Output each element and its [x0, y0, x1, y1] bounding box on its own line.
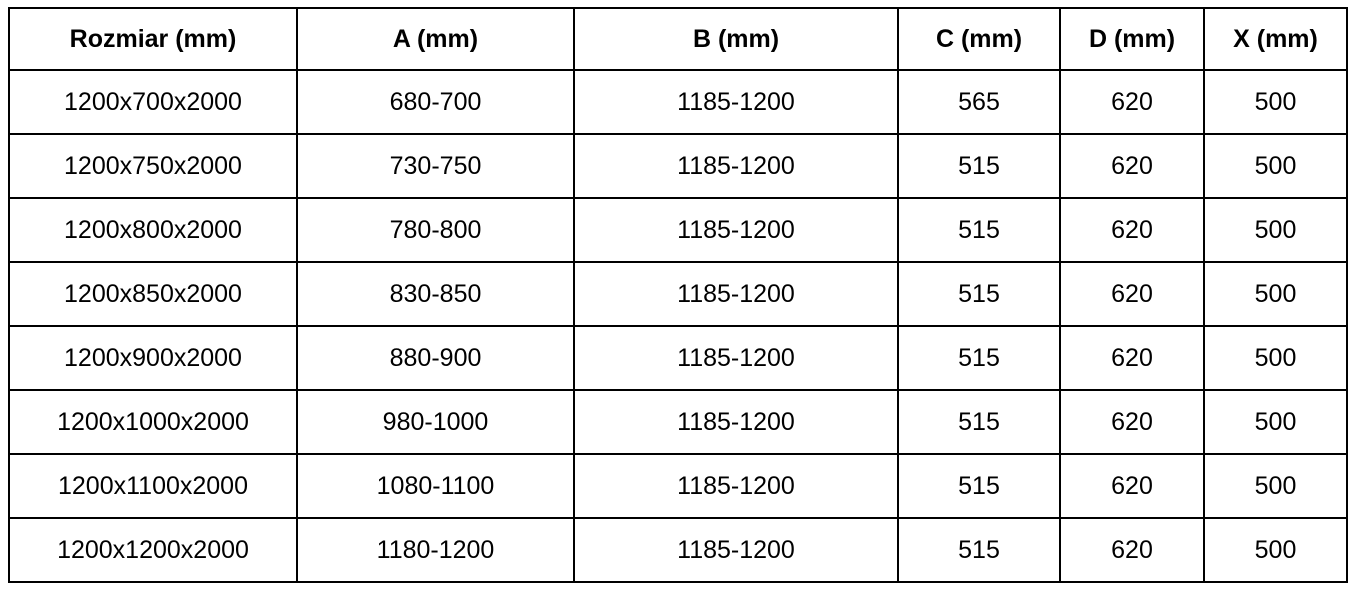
- cell-b: 1185-1200: [573, 69, 899, 135]
- cell-c: 515: [897, 261, 1061, 327]
- cell-d: 620: [1059, 69, 1205, 135]
- cell-size: 1200x800x2000: [8, 197, 298, 263]
- cell-c: 565: [897, 69, 1061, 135]
- cell-d: 620: [1059, 453, 1205, 519]
- cell-size: 1200x850x2000: [8, 261, 298, 327]
- cell-x: 500: [1203, 517, 1348, 583]
- cell-c: 515: [897, 389, 1061, 455]
- cell-c: 515: [897, 453, 1061, 519]
- cell-a: 1080-1100: [296, 453, 575, 519]
- cell-a: 730-750: [296, 133, 575, 199]
- cell-c: 515: [897, 133, 1061, 199]
- cell-size: 1200x750x2000: [8, 133, 298, 199]
- table-row: 1200x800x2000 780-800 1185-1200 515 620 500: [8, 197, 1348, 263]
- column-header-d: D (mm): [1059, 7, 1205, 71]
- cell-size: 1200x1000x2000: [8, 389, 298, 455]
- column-header-b: B (mm): [573, 7, 899, 71]
- table-row: 1200x1200x2000 1180-1200 1185-1200 515 620 50…: [8, 517, 1348, 583]
- column-header-a: A (mm): [296, 7, 575, 71]
- cell-d: 620: [1059, 197, 1205, 263]
- dimensions-table: Rozmiar (mm) A (mm) B (mm) C (mm) D (mm) X (m…: [8, 7, 1348, 583]
- column-header-c: C (mm): [897, 7, 1061, 71]
- cell-x: 500: [1203, 453, 1348, 519]
- cell-c: 515: [897, 517, 1061, 583]
- cell-a: 1180-1200: [296, 517, 575, 583]
- cell-x: 500: [1203, 261, 1348, 327]
- header-row: Rozmiar (mm) A (mm) B (mm) C (mm) D (mm) X (m…: [8, 7, 1348, 71]
- table-row: 1200x1100x2000 1080-1100 1185-1200 515 620 50…: [8, 453, 1348, 519]
- cell-b: 1185-1200: [573, 261, 899, 327]
- table-row: 1200x700x2000 680-700 1185-1200 565 620 500: [8, 69, 1348, 135]
- cell-size: 1200x1100x2000: [8, 453, 298, 519]
- cell-d: 620: [1059, 261, 1205, 327]
- table-row: 1200x900x2000 880-900 1185-1200 515 620 500: [8, 325, 1348, 391]
- cell-x: 500: [1203, 133, 1348, 199]
- cell-c: 515: [897, 325, 1061, 391]
- cell-a: 980-1000: [296, 389, 575, 455]
- cell-b: 1185-1200: [573, 133, 899, 199]
- cell-a: 830-850: [296, 261, 575, 327]
- table-row: 1200x750x2000 730-750 1185-1200 515 620 500: [8, 133, 1348, 199]
- cell-d: 620: [1059, 325, 1205, 391]
- cell-x: 500: [1203, 69, 1348, 135]
- cell-c: 515: [897, 197, 1061, 263]
- cell-d: 620: [1059, 517, 1205, 583]
- table-row: 1200x1000x2000 980-1000 1185-1200 515 620 500: [8, 389, 1348, 455]
- cell-size: 1200x900x2000: [8, 325, 298, 391]
- cell-a: 780-800: [296, 197, 575, 263]
- cell-d: 620: [1059, 133, 1205, 199]
- cell-x: 500: [1203, 197, 1348, 263]
- cell-size: 1200x1200x2000: [8, 517, 298, 583]
- cell-b: 1185-1200: [573, 325, 899, 391]
- cell-b: 1185-1200: [573, 197, 899, 263]
- cell-d: 620: [1059, 389, 1205, 455]
- cell-b: 1185-1200: [573, 389, 899, 455]
- cell-x: 500: [1203, 389, 1348, 455]
- cell-a: 880-900: [296, 325, 575, 391]
- column-header-x: X (mm): [1203, 7, 1348, 71]
- cell-size: 1200x700x2000: [8, 69, 298, 135]
- cell-b: 1185-1200: [573, 517, 899, 583]
- cell-a: 680-700: [296, 69, 575, 135]
- table-row: 1200x850x2000 830-850 1185-1200 515 620 500: [8, 261, 1348, 327]
- cell-b: 1185-1200: [573, 453, 899, 519]
- column-header-size: Rozmiar (mm): [8, 7, 298, 71]
- cell-x: 500: [1203, 325, 1348, 391]
